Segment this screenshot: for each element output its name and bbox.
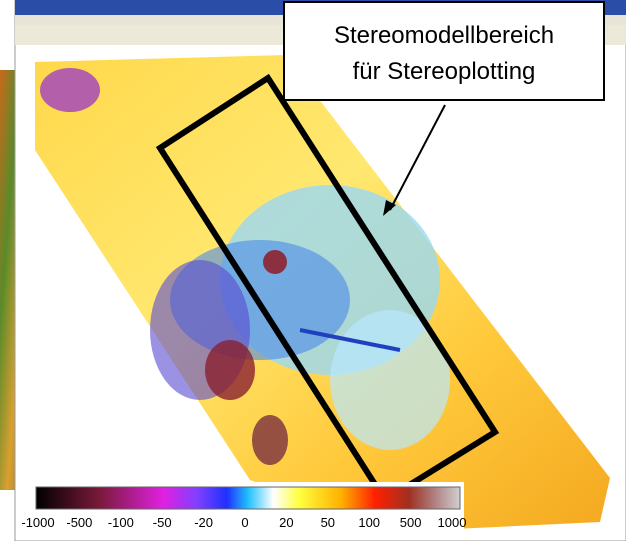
callout-box <box>284 2 604 100</box>
colorbar-label: -50 <box>153 515 172 530</box>
colorbar-label: -500 <box>66 515 92 530</box>
callout-line: Stereomodellbereich <box>334 22 554 49</box>
colorbar-label: 500 <box>400 515 422 530</box>
colorbar-labels: -1000 -500 -100 -50 -20 0 20 50 100 500 1000 <box>21 515 466 530</box>
colorbar-label: 0 <box>241 515 248 530</box>
colorbar-label: 1000 <box>438 515 467 530</box>
colorbar-label: 100 <box>358 515 380 530</box>
colorbar-label: -1000 <box>21 515 54 530</box>
callout-line: für Stereoplotting <box>353 58 536 85</box>
screenshot: Stereomodellbereich für Stereoplotting -… <box>0 0 626 541</box>
page: Stereomodellbereich für Stereoplotting -… <box>0 0 626 541</box>
colorbar-label: 20 <box>279 515 293 530</box>
colorbar-label: -20 <box>194 515 213 530</box>
colorbar-label: -100 <box>108 515 134 530</box>
colorbar-label: 50 <box>321 515 335 530</box>
colorbar <box>36 487 460 509</box>
